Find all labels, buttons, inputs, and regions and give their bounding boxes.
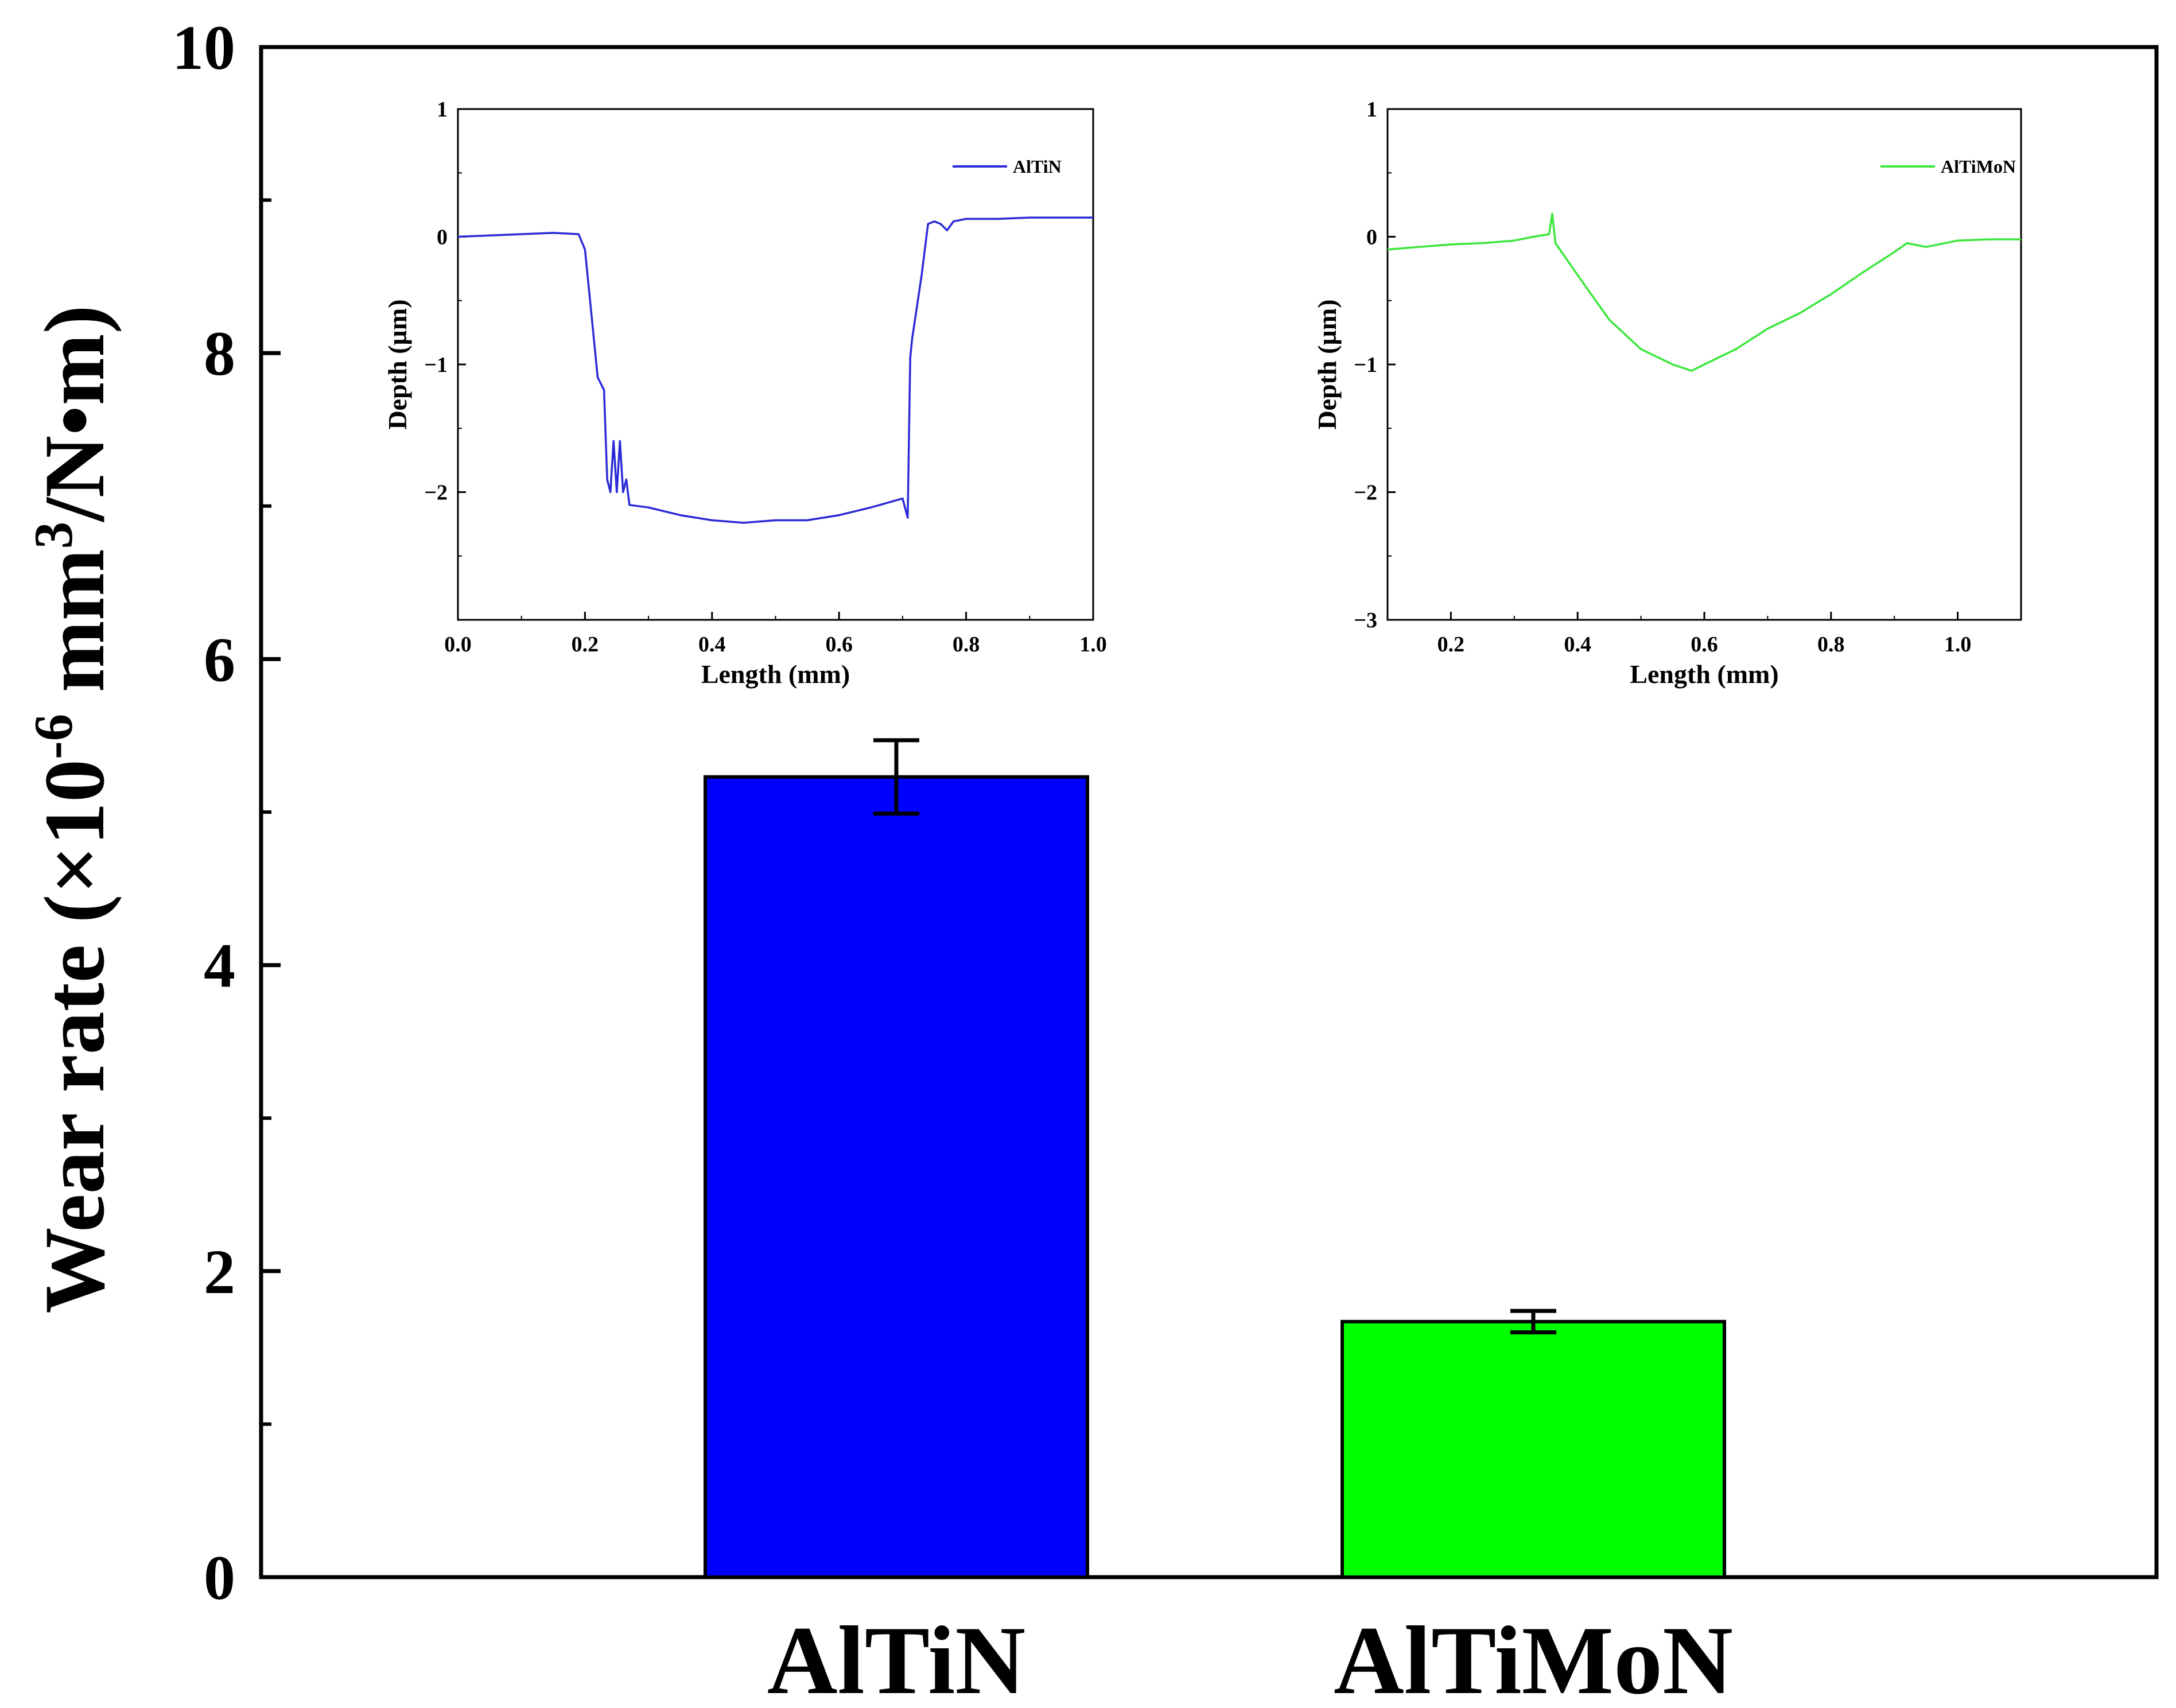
y-tick-label: 0: [204, 1543, 235, 1613]
inset-x-tick-label: 0.4: [1564, 632, 1591, 657]
inset-x-tick-label: 0.4: [698, 632, 726, 657]
inset-y-tick-label: 1: [1366, 98, 1377, 122]
inset-x-axis-label: Length (mm): [1630, 659, 1778, 689]
inset-x-axis-label: Length (mm): [701, 659, 850, 689]
inset-series-line-altin: [457, 216, 1093, 524]
x-category-label: AlTiN: [767, 1606, 1025, 1708]
inset-x-tick-label: 0.2: [1437, 632, 1465, 657]
inset-y-tick-label: 0: [1366, 226, 1377, 250]
inset-y-axis-label: Depth (µm): [1312, 299, 1342, 429]
inset-x-tick-label: 0.0: [444, 632, 472, 657]
inset-legend-label: AlTiMoN: [1941, 156, 2016, 177]
bar-altimon: [1340, 1319, 1726, 1579]
inset-y-tick-label: 0: [437, 226, 448, 250]
inset-y-tick-label: −2: [1354, 481, 1377, 505]
inset-y-tick-label: 1: [437, 98, 448, 122]
inset-series-line-altimon: [1387, 212, 2021, 372]
inset-y-tick-label: −1: [424, 353, 448, 377]
inset-x-tick-label: 0.2: [572, 632, 599, 657]
x-category-label: AlTiMoN: [1334, 1606, 1733, 1708]
inset-x-tick-label: 1.0: [1079, 632, 1107, 657]
inset-y-tick-label: −3: [1354, 608, 1377, 632]
inset-y-tick-label: −2: [424, 481, 448, 505]
y-tick-label: 4: [204, 931, 235, 1001]
inset-y-axis-label: Depth (µm): [383, 299, 412, 429]
inset-x-tick-label: 0.6: [1691, 632, 1718, 657]
y-tick-label: 8: [204, 319, 235, 389]
y-tick-label: 6: [204, 624, 235, 694]
inset-x-tick-label: 1.0: [1944, 632, 1972, 657]
inset-x-tick-label: 0.8: [1817, 632, 1845, 657]
inset-altin-profile: 0.0 0.2 0.4 0.6 0.8 1.0 1 0 −1 −2 Length (mm) Depth…: [383, 98, 1107, 689]
inset-legend-label: AlTiN: [1013, 156, 1062, 177]
y-axis-label: Wear rate (×10-6 mm3/N•m): [23, 305, 122, 1313]
y-tick-label: 10: [172, 13, 235, 83]
inset-x-tick-label: 0.6: [825, 632, 853, 657]
inset-y-tick-label: −1: [1354, 353, 1377, 377]
inset-frame: [457, 108, 1094, 621]
bar-altin: [704, 775, 1089, 1579]
y-tick-label: 2: [204, 1237, 235, 1307]
inset-altimon-profile: 0.2 0.4 0.6 0.8 1.0 1 0 −1 −2 −3 Length (mm) Depth …: [1312, 98, 2022, 689]
inset-x-tick-label: 0.8: [953, 632, 980, 657]
